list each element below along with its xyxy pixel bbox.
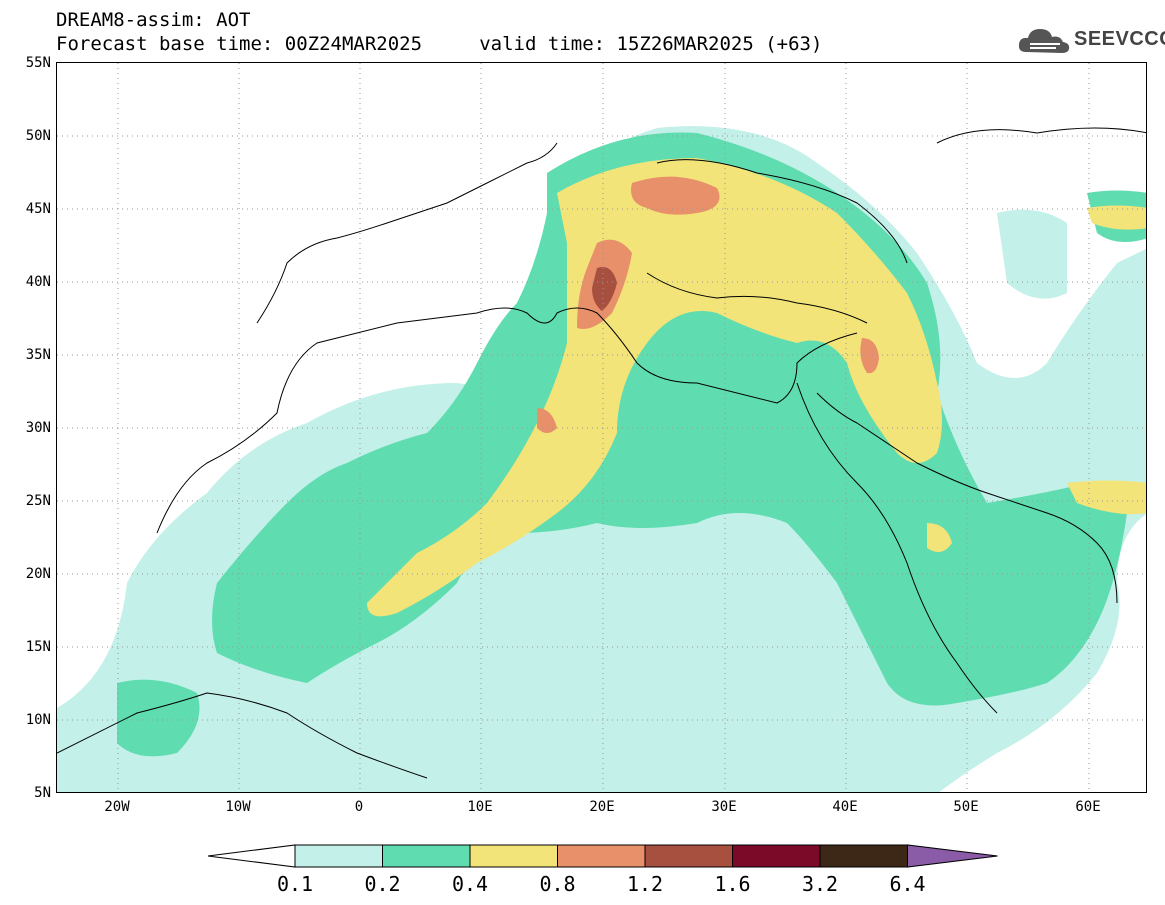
- graticule: [57, 63, 1146, 792]
- aot-map: [56, 62, 1147, 793]
- lon-label-0: 0: [354, 799, 364, 815]
- colorbar-label: 0.8: [539, 872, 576, 896]
- colorbar-arrow-high: [907, 844, 998, 868]
- colorbar-label: 0.4: [451, 872, 489, 896]
- lon-label-20e: 20E: [589, 799, 615, 815]
- colorbar-box-0.1: [294, 844, 383, 868]
- aot-shading-1.2: [592, 267, 617, 311]
- lat-label-40n: 40N: [25, 274, 51, 290]
- colorbar-box-3.2: [819, 844, 908, 868]
- lat-label-35n: 35N: [25, 347, 51, 363]
- colorbar-label: 3.2: [801, 872, 839, 896]
- lon-label-30e: 30E: [711, 799, 737, 815]
- colorbar-label: 6.4: [889, 872, 926, 896]
- colorbar-box-1.6: [732, 844, 821, 868]
- lon-label-60e: 60E: [1075, 799, 1101, 815]
- colorbar-box-0.4: [469, 844, 558, 868]
- coastlines: [57, 127, 1146, 779]
- colorbar-label: 0.1: [276, 872, 314, 896]
- aot-shading-0.4: [367, 158, 1146, 617]
- aot-map-canvas: [57, 63, 1146, 792]
- chart-title: DREAM8-assim: AOT: [56, 9, 251, 31]
- lat-label-30n: 30N: [25, 420, 51, 436]
- lat-label-25n: 25N: [25, 493, 51, 509]
- lat-label-15n: 15N: [25, 639, 51, 655]
- lat-label-20n: 20N: [25, 566, 51, 582]
- lon-label-10w: 10W: [225, 799, 251, 815]
- forecast-time-subtitle: Forecast base time: 00Z24MAR2025 valid t…: [56, 33, 823, 55]
- lon-label-10e: 10E: [467, 799, 493, 815]
- colorbar-box-0.2: [382, 844, 471, 868]
- lat-label-45n: 45N: [25, 201, 51, 217]
- lat-label-5n: 5N: [34, 785, 51, 801]
- seevccc-logo: SEEVCCC: [1016, 22, 1165, 58]
- colorbar-label: 1.6: [714, 872, 751, 896]
- lon-label-50e: 50E: [953, 799, 979, 815]
- lon-label-40e: 40E: [832, 799, 858, 815]
- colorbar-box-1.2: [644, 844, 733, 868]
- colorbar-label: 1.2: [626, 872, 664, 896]
- lat-label-50n: 50N: [25, 128, 51, 144]
- colorbar-arrow-low: [207, 844, 296, 868]
- colorbar-label: 0.2: [364, 872, 401, 896]
- lon-label-20w: 20W: [104, 799, 130, 815]
- cloud-logo-icon: [1018, 29, 1070, 53]
- lat-label-55n: 55N: [25, 55, 51, 71]
- lat-label-10n: 10N: [25, 712, 51, 728]
- colorbar-box-0.8: [557, 844, 646, 868]
- logo-text: SEEVCCC: [1074, 28, 1165, 50]
